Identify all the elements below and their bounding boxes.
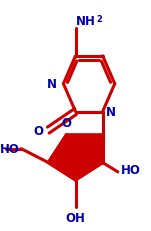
Text: O: O [61,116,71,129]
Text: N: N [106,106,116,119]
Polygon shape [48,135,103,180]
Text: HO: HO [0,143,20,155]
Text: O: O [34,124,44,137]
Text: 2: 2 [96,15,102,24]
Text: HO: HO [121,163,141,176]
Text: NH: NH [76,15,96,28]
Text: N: N [47,78,57,91]
Text: OH: OH [66,211,85,224]
